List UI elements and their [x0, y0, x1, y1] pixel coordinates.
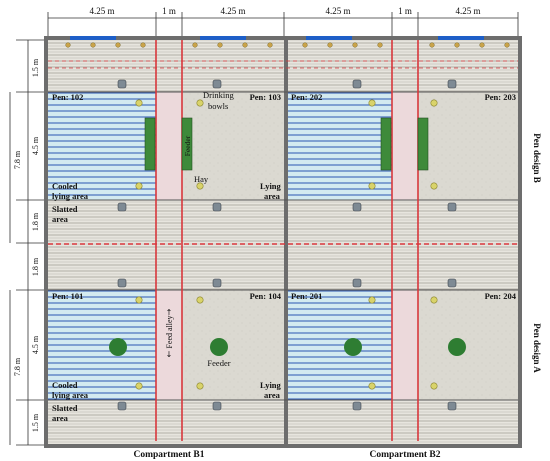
- lying-area-204: [418, 290, 518, 400]
- compartment-divider-wall: [284, 36, 288, 448]
- feed-alley-label: Feed alley: [165, 315, 174, 348]
- floor-areas: [48, 40, 518, 444]
- lying-area-bottom-1: Lying: [260, 380, 282, 390]
- cooled-area-102: [48, 92, 156, 200]
- lying-area-top-1: Lying: [260, 181, 282, 191]
- hay-feeders: [144, 117, 429, 171]
- dim-left-2: 4.5 m: [31, 136, 40, 155]
- drinking-bowls-label-2: bowls: [208, 101, 228, 111]
- lying-area-top-2: area: [264, 191, 281, 201]
- top-dimension-line: 4.25 m 1 m 4.25 m 4.25 m 1 m 4.25 m: [47, 6, 519, 36]
- dim-left-total-a: 7.8 m: [13, 357, 22, 376]
- dim-left-total-b: 7.8 m: [13, 150, 22, 169]
- feeder-bottom-label: Feeder: [207, 358, 230, 368]
- cooled-area-202: [288, 92, 392, 200]
- top-wall-dots: [65, 42, 510, 48]
- lying-area-103: [182, 92, 284, 200]
- dim-top-6: 4.25 m: [455, 6, 480, 16]
- lying-area-203: [418, 92, 518, 200]
- dim-left-4: 4.5 m: [31, 335, 40, 354]
- dim-top-2: 1 m: [162, 6, 176, 16]
- compartment-b2-label: Compartment B2: [370, 450, 441, 460]
- pen-103-label: Pen: 103: [250, 92, 281, 102]
- feed-alley-b2-top: [392, 92, 418, 200]
- dim-top-4: 4.25 m: [325, 6, 350, 16]
- left-dimension-lines: [9, 39, 48, 446]
- cooled-lying-bottom-1: Cooled: [52, 380, 78, 390]
- pen-202-label: Pen: 202: [291, 92, 322, 102]
- drinking-bowls: [135, 99, 438, 390]
- pen-boundaries: [48, 91, 518, 401]
- pen-101-label: Pen: 101: [52, 291, 83, 301]
- cooled-lying-bottom-2: lying area: [52, 390, 89, 400]
- hay-label: Hay: [194, 174, 209, 184]
- left-dimension-labels: 1.5 m 4.5 m 1.8 m 7.8 m 1.8 m 4.5 m 1.5 …: [13, 58, 40, 432]
- compartment-b1-label: Compartment B1: [134, 450, 205, 460]
- slatted-top-1: Slatted: [52, 204, 78, 214]
- pen-102-label: Pen: 102: [52, 92, 83, 102]
- lying-area-bottom-2: area: [264, 390, 281, 400]
- cooled-area-101: [48, 290, 156, 400]
- dim-left-3: 1.8 m: [31, 212, 40, 231]
- pen-201-label: Pen: 201: [291, 291, 322, 301]
- cooled-lying-top-1: Cooled: [52, 181, 78, 191]
- feeder-vertical-label: Feeder: [183, 135, 192, 156]
- compartment-labels: Compartment B1 Compartment B2: [134, 450, 441, 460]
- feed-alley-arrow-up: ↑: [166, 308, 173, 317]
- round-feeders: [109, 338, 466, 356]
- slatted-bottom-2: area: [52, 413, 69, 423]
- pen-labels: Pen: 102 Pen: 103 Pen: 202 Pen: 203 Pen:…: [52, 92, 517, 301]
- dim-left-5: 1.5 m: [31, 413, 40, 432]
- lying-area-104: [182, 290, 284, 400]
- feed-alley-arrow-down: ↓: [166, 350, 173, 359]
- slatted-strip-bottom: [48, 400, 518, 444]
- pen-design-a-label: Pen design A: [532, 323, 542, 373]
- cooled-area-201: [288, 290, 392, 400]
- red-lines: [48, 40, 518, 441]
- side-labels: Pen design B Pen design A: [532, 133, 542, 373]
- drinking-bowls-label-1: Drinking: [203, 90, 234, 100]
- pen-design-b-label: Pen design B: [532, 133, 542, 183]
- dim-top-5: 1 m: [398, 6, 412, 16]
- feed-alley-b1-top: [156, 92, 182, 200]
- dim-top-3: 4.25 m: [220, 6, 245, 16]
- dim-left-1: 1.5 m: [31, 58, 40, 77]
- top-blue-bars: [70, 36, 484, 40]
- slatted-strip-middle: [48, 243, 518, 290]
- annotations: Drinking bowls Feeder Hay Lying area Coo…: [52, 90, 282, 423]
- dim-left-middle: 1.8 m: [31, 257, 40, 276]
- feed-alley-b1-bottom: [156, 290, 182, 400]
- slatted-top-2: area: [52, 214, 69, 224]
- pen-104-label: Pen: 104: [250, 291, 282, 301]
- feed-alley-b2-bottom: [392, 290, 418, 400]
- slatted-strip-top: [48, 40, 518, 92]
- slatted-bottom-1: Slatted: [52, 403, 78, 413]
- pen-204-label: Pen: 204: [485, 291, 517, 301]
- slatted-strip-b: [48, 200, 518, 243]
- floor-fixtures: [117, 79, 457, 411]
- dim-top-1: 4.25 m: [89, 6, 114, 16]
- cooled-lying-top-2: lying area: [52, 191, 89, 201]
- pen-203-label: Pen: 203: [485, 92, 516, 102]
